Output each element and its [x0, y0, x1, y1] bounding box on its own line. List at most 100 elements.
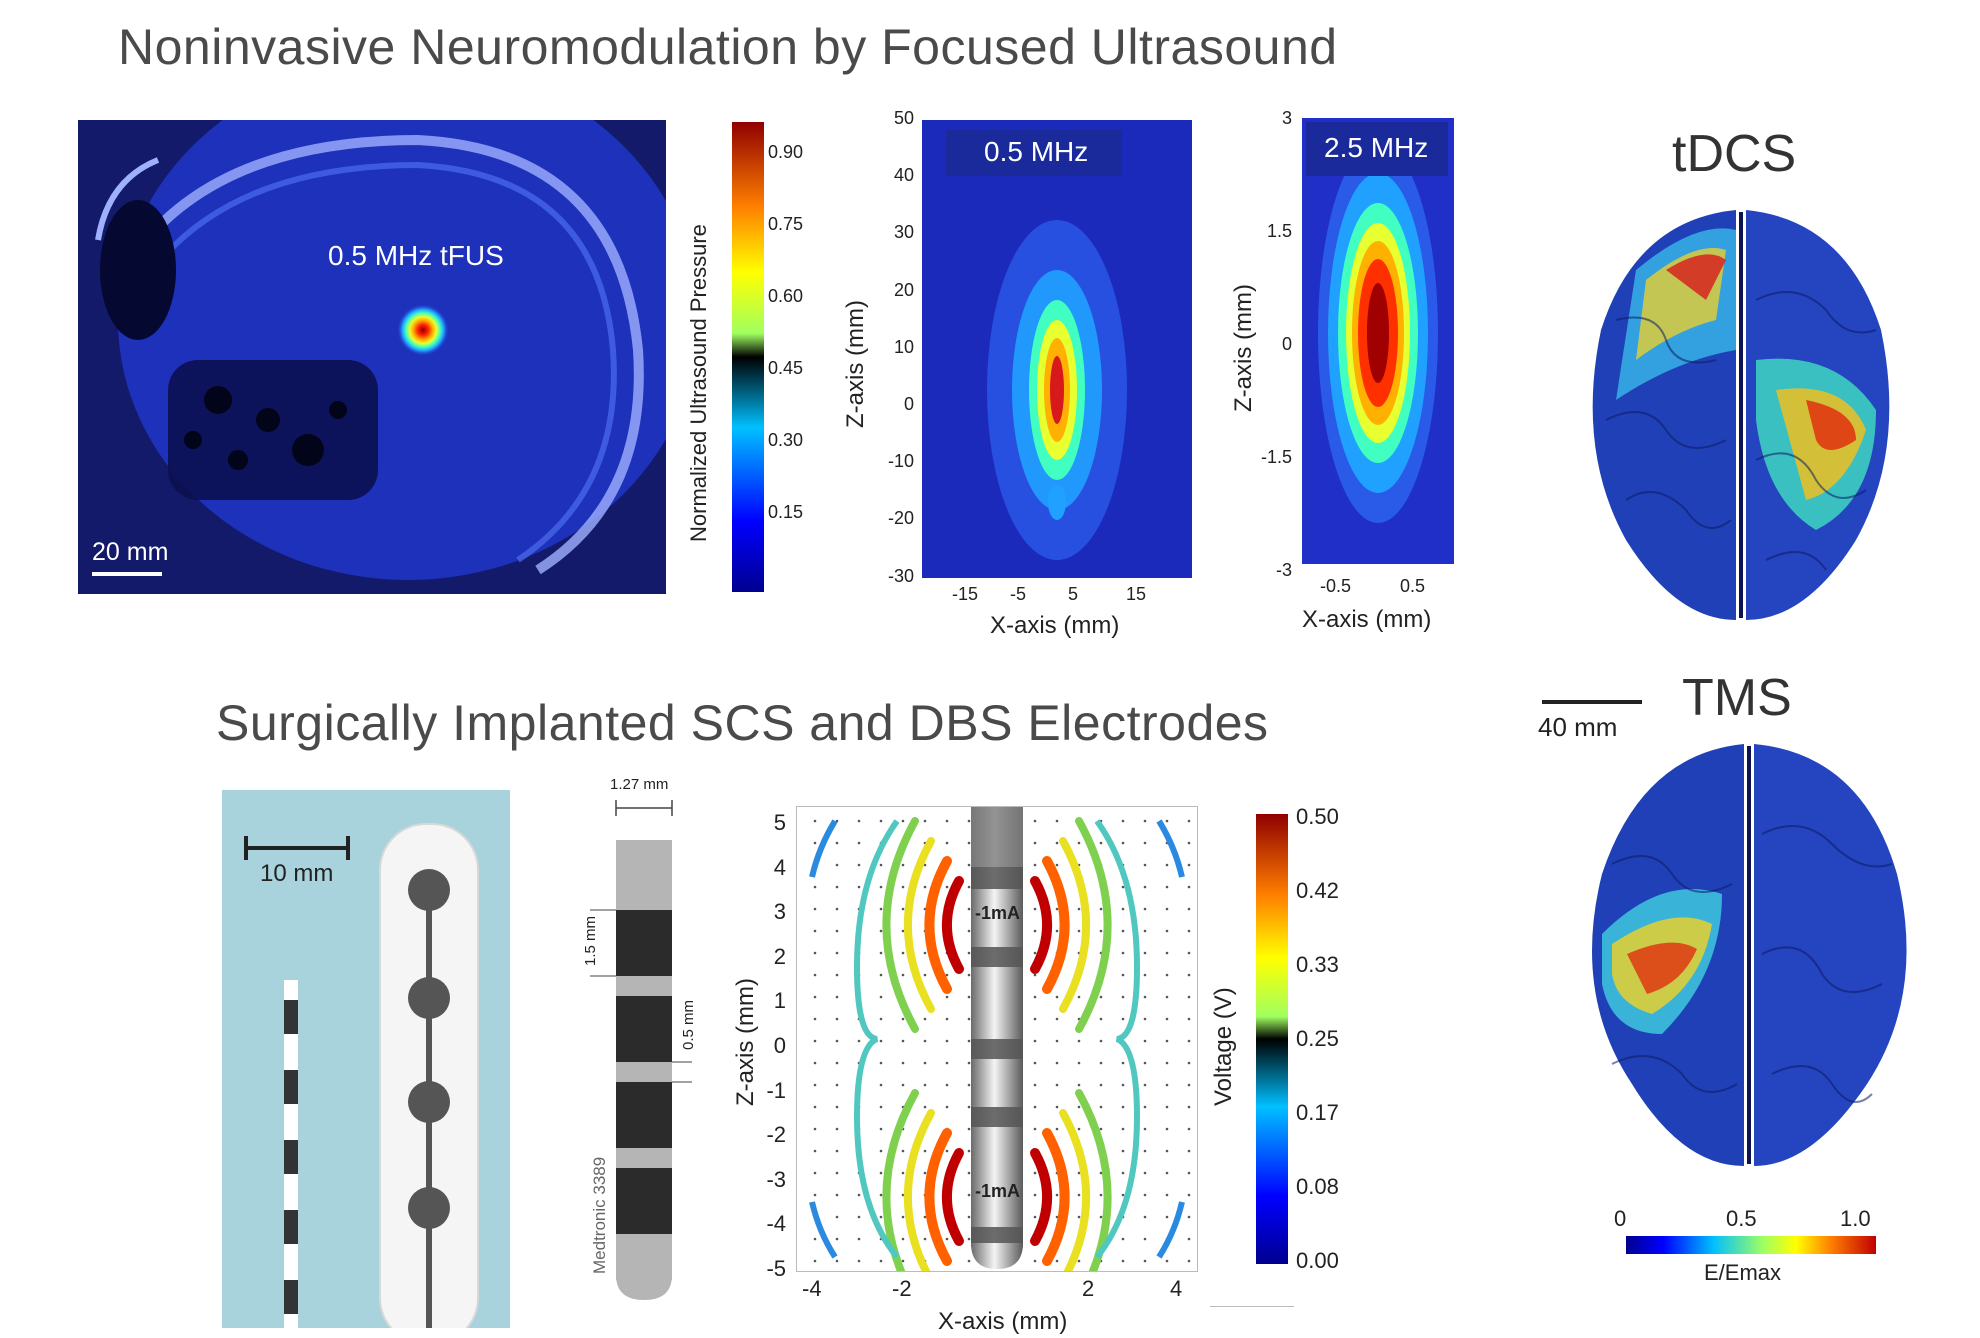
dbs-lead-drawing: 1.27 mm 1.5 mm 0.5 mm Medtronic 3389 [580, 776, 700, 1300]
voltage-contour-corner-bottom-right [1156, 1201, 1185, 1259]
bottom-heading: Surgically Implanted SCS and DBS Electro… [216, 695, 1269, 751]
ct-label: 0.5 MHz tFUS [328, 240, 504, 271]
p25-ytick-1: 1.5 [1266, 221, 1292, 241]
tdcs-label: tDCS [1672, 125, 1797, 183]
p05-ytick-7: -20 [887, 508, 914, 529]
efield-tick-1: 1.0 [1840, 1206, 1871, 1231]
tms-label: TMS [1682, 669, 1792, 727]
brain-scale-label: 40 mm [1538, 712, 1618, 742]
voltage-contour-0-3-right [1075, 817, 1112, 1033]
p25-ytick-2: 0 [1281, 334, 1292, 354]
scs-electrode-image: 10 mm [222, 790, 510, 1328]
p05-ytick-8: -30 [887, 565, 914, 586]
us-colorbar-tick-2: 0.60 [768, 286, 804, 306]
voltage-contour-0-1-left [924, 856, 952, 994]
voltage-contour-corner-top-right [1156, 819, 1185, 878]
voltage-lead-band-0 [971, 867, 1023, 889]
p05-xtick-2: 5 [1068, 584, 1079, 604]
voltage-contour-1-1-right [1042, 1128, 1070, 1266]
voltage-ytick-10: -5 [766, 1256, 786, 1281]
efield-tick-0: 0 [1614, 1206, 1627, 1231]
efield-tick-05: 0.5 [1726, 1206, 1757, 1231]
voltage-contour-0-0-right [1030, 876, 1053, 974]
voltage-lead-band-3 [971, 1107, 1023, 1127]
voltage-colorbar-tick-5: 0.08 [1296, 1174, 1339, 1199]
current-top-label: -1mA [975, 903, 1021, 923]
us-colorbar-tick-0: 0.90 [768, 142, 804, 162]
voltage-colorbar [1256, 814, 1288, 1264]
p05-ytick-5: 0 [903, 394, 914, 414]
voltage-xlabel: X-axis (mm) [938, 1308, 1068, 1335]
voltage-contour-1-0-left [941, 1148, 964, 1246]
voltage-xtick-0: -4 [802, 1276, 822, 1301]
voltage-colorbar-tick-2: 0.33 [1296, 952, 1339, 977]
voltage-lead-tip [971, 1243, 1023, 1269]
p05-xtick-1: -5 [1010, 584, 1027, 604]
voltage-ytick-5: 0 [773, 1033, 786, 1058]
voltage-ytick-2: 3 [773, 899, 786, 925]
voltage-xtick-1: -2 [892, 1276, 912, 1301]
voltage-contour-corner-top-left [809, 819, 838, 878]
voltage-colorbar-tick-1: 0.42 [1296, 878, 1339, 903]
field-25mhz-ylabel: Z-axis (mm) [1230, 284, 1257, 412]
voltage-ytick-6: -1 [766, 1077, 786, 1103]
voltage-colorbar-tick-6: 0.00 [1296, 1248, 1339, 1273]
voltage-colorbar-label: Voltage (V) [1210, 987, 1237, 1106]
voltage-contour-1-1-left [924, 1128, 952, 1266]
field-map-25mhz: 2.5 MHz [1302, 118, 1454, 564]
voltage-colorbar-tick-0: 0.50 [1296, 804, 1339, 829]
ct-tfus-image: 0.5 MHz tFUS 20 mm [78, 120, 666, 594]
voltage-ylabel: Z-axis (mm) [732, 978, 759, 1106]
p05-ytick-0: 50 [893, 108, 914, 128]
voltage-lead-band-1 [971, 947, 1023, 967]
p05-xtick-3: 15 [1126, 584, 1147, 604]
voltage-contour-outer-left [853, 819, 900, 1259]
voltage-lead-shaft [971, 807, 1023, 867]
current-bottom-label: -1mA [975, 1181, 1021, 1201]
tms-brain-image [1572, 734, 1926, 1176]
us-colorbar-tick-4: 0.30 [768, 430, 804, 450]
field-05mhz-label: 0.5 MHz [984, 136, 1089, 167]
voltage-ytick-3: 2 [773, 943, 786, 969]
voltage-contour-0-0-left [941, 876, 964, 974]
voltage-contour-1-0-right [1030, 1148, 1053, 1246]
p25-ytick-4: -3 [1275, 560, 1292, 580]
field-05mhz-xlabel: X-axis (mm) [990, 612, 1120, 639]
p25-xtick-1: 0.5 [1400, 576, 1426, 596]
voltage-lead-band-2 [971, 1039, 1023, 1059]
voltage-ytick-1: 4 [773, 854, 786, 880]
p05-ytick-3: 20 [893, 279, 914, 300]
brain-scale-bar [1542, 700, 1642, 704]
ultrasound-colorbar [732, 122, 764, 592]
us-colorbar-tick-1: 0.75 [768, 214, 804, 234]
voltage-contour-outer-right [1094, 819, 1141, 1259]
efield-colorbar [1626, 1236, 1876, 1254]
p25-xtick-0: -0.5 [1320, 576, 1352, 596]
p05-ytick-2: 30 [893, 222, 914, 243]
ultrasound-colorbar-label: Normalized Ultrasound Pressure [686, 224, 711, 542]
voltage-lead-band-4 [971, 1227, 1023, 1243]
voltage-contour-1-2-left [903, 1109, 935, 1271]
voltage-xtick-2: 2 [1082, 1276, 1095, 1301]
us-colorbar-tick-5: 0.15 [768, 502, 804, 522]
efield-colorbar-label: E/Emax [1704, 1260, 1782, 1285]
voltage-colorbar-tick-3: 0.25 [1296, 1026, 1339, 1051]
dbs-contact-label: 1.5 mm [582, 915, 599, 966]
voltage-ytick-8: -3 [766, 1166, 786, 1192]
voltage-ytick-4: 1 [773, 988, 786, 1014]
field-05mhz-ylabel: Z-axis (mm) [842, 300, 869, 428]
scs-scale-label: 10 mm [260, 860, 334, 887]
voltage-xtick-3: 4 [1170, 1276, 1183, 1301]
p05-xtick-0: -15 [952, 584, 979, 604]
dbs-model-label: Medtronic 3389 [590, 1156, 609, 1274]
p25-ytick-3: -1.5 [1260, 447, 1292, 467]
p05-ytick-1: 40 [893, 165, 914, 186]
divider-line [1210, 1306, 1294, 1307]
voltage-ytick-0: 5 [773, 810, 786, 835]
field-25mhz-xlabel: X-axis (mm) [1302, 606, 1432, 633]
p25-ytick-0: 3 [1281, 108, 1292, 128]
voltage-contour-1-3-left [882, 1089, 919, 1271]
voltage-contour-0-3-left [882, 817, 919, 1033]
voltage-contour-0-1-right [1042, 856, 1070, 994]
field-25mhz-label: 2.5 MHz [1324, 132, 1429, 163]
